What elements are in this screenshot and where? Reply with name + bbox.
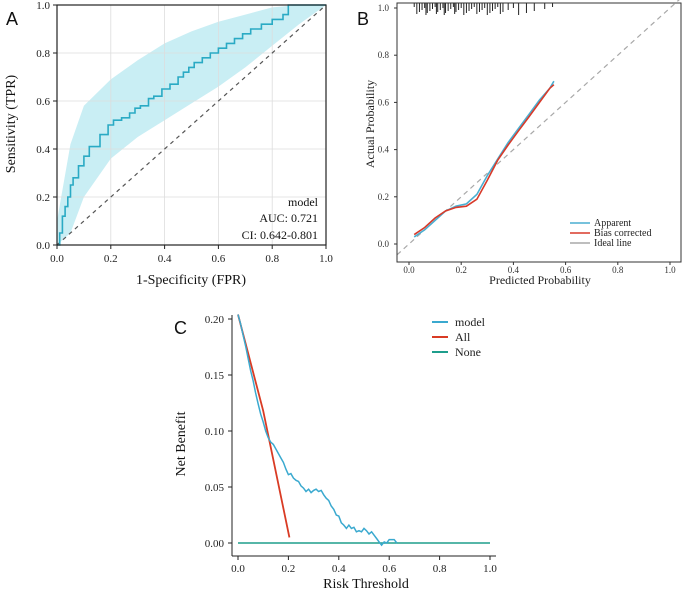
- calibration-x-axis-label: Predicted Probability: [489, 273, 591, 287]
- cal-y-tick-5: 1.0: [378, 3, 390, 13]
- roc-y-tick-0: 0.0: [36, 240, 50, 252]
- cal-x-tick-4: 0.8: [612, 265, 624, 275]
- dca-y-tick-1: 0.05: [205, 482, 225, 494]
- dca-x-tick-4: 0.8: [433, 563, 447, 575]
- roc-y-tick-2: 0.4: [36, 144, 50, 156]
- roc-x-tick-1: 0.2: [104, 253, 118, 265]
- legend-label-all: All: [455, 330, 471, 344]
- dca-y-tick-2: 0.10: [205, 426, 225, 438]
- panel-c: C 0.0 0.2 0.4 0.6 0.8 1.0 0.00 0.05 0.10 0.15 0.20…: [174, 314, 497, 592]
- roc-y-tick-4: 0.8: [36, 48, 50, 60]
- cal-y-tick-2: 0.4: [378, 145, 390, 155]
- cal-x-tick-2: 0.4: [508, 265, 520, 275]
- roc-annotation-ci: CI: 0.642-0.801: [242, 228, 318, 242]
- roc-y-tick-3: 0.6: [36, 96, 50, 108]
- roc-x-tick-0: 0.0: [50, 253, 64, 265]
- legend-label-apparent: Apparent: [594, 218, 631, 229]
- panel-b: B 0.0 0.2 0.4 0.6 0.8 1.0 0.0 0.2 0.4 0.6 0.8 1.0 P…: [357, 0, 682, 287]
- panel-a: A 0.0 0.2 0.4 0.6 0.8 1.0 0.0 0.2 0.4 0.6 0.8 1.0 1…: [4, 0, 333, 288]
- dca-x-tick-1: 0.2: [282, 563, 296, 575]
- roc-annotation-model: model: [288, 195, 319, 209]
- cal-x-tick-1: 0.2: [456, 265, 467, 275]
- dca-x-axis-label: Risk Threshold: [323, 577, 409, 592]
- dca-y-axis-label: Net Benefit: [174, 411, 189, 476]
- panel-a-label: A: [6, 9, 18, 29]
- panel-b-frame: [396, 2, 682, 263]
- dca-x-tick-3: 0.6: [382, 563, 396, 575]
- cal-x-tick-0: 0.0: [403, 265, 415, 275]
- cal-x-tick-3: 0.6: [560, 265, 572, 275]
- cal-y-tick-3: 0.6: [378, 97, 390, 107]
- cal-y-tick-1: 0.2: [378, 192, 389, 202]
- apparent-curve: [413, 80, 555, 238]
- roc-x-axis-label: 1-Specificity (FPR): [136, 273, 246, 288]
- roc-curve: [57, 4, 326, 246]
- calibration-legend: Apparent Bias corrected Ideal line: [570, 218, 651, 249]
- dca-x-tick-0: 0.0: [231, 563, 245, 575]
- roc-x-tick-2: 0.4: [158, 253, 172, 265]
- roc-x-tick-3: 0.6: [212, 253, 226, 265]
- cal-x-tick-5: 1.0: [664, 265, 676, 275]
- roc-x-tick-5: 1.0: [319, 253, 333, 265]
- calibration-y-axis-label: Actual Probability: [363, 80, 377, 168]
- model-curve: [237, 314, 398, 547]
- legend-label-ideal: Ideal line: [594, 238, 632, 249]
- panel-c-label: C: [174, 318, 187, 338]
- cal-y-tick-0: 0.0: [378, 239, 390, 249]
- legend-label-none: None: [455, 345, 481, 359]
- bias-corrected-curve: [413, 84, 555, 236]
- roc-annotation-auc: AUC: 0.721: [259, 211, 318, 225]
- dca-y-tick-0: 0.00: [205, 538, 225, 550]
- legend-label-model: model: [455, 315, 486, 329]
- cal-y-tick-4: 0.8: [378, 50, 390, 60]
- dca-x-tick-5: 1.0: [483, 563, 497, 575]
- dca-y-tick-4: 0.20: [205, 314, 225, 326]
- dca-y-tick-3: 0.15: [205, 370, 225, 382]
- legend-label-bias-corrected: Bias corrected: [594, 228, 651, 239]
- dca-x-tick-2: 0.4: [332, 563, 346, 575]
- roc-x-tick-4: 0.8: [265, 253, 279, 265]
- panel-b-label: B: [357, 9, 369, 29]
- panel-a-frame: [56, 4, 327, 246]
- dca-legend: model All None: [432, 315, 486, 359]
- roc-y-tick-5: 1.0: [36, 0, 50, 12]
- roc-y-axis-label: Sensitivity (TPR): [4, 74, 19, 173]
- roc-y-tick-1: 0.2: [36, 192, 50, 204]
